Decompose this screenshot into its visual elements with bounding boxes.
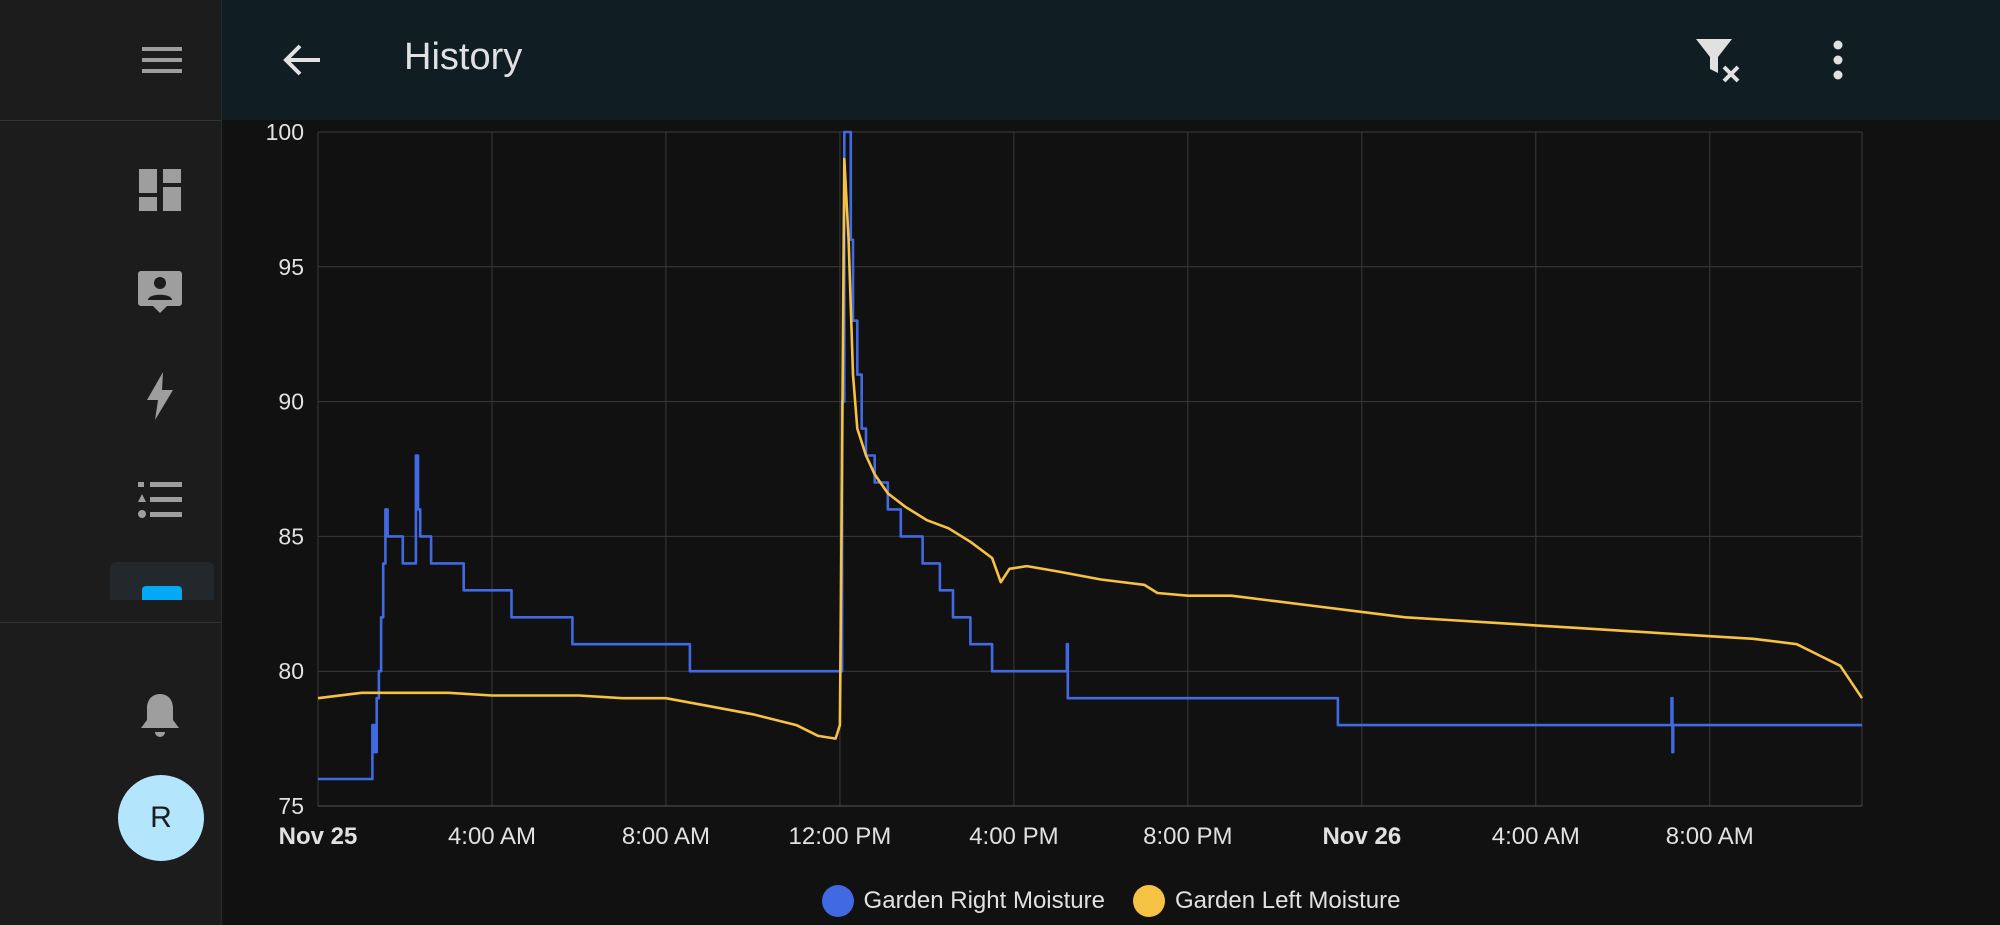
x-tick-label: 4:00 AM	[448, 823, 536, 850]
top-app-bar: History	[222, 0, 2000, 120]
x-tick-label: 8:00 AM	[622, 823, 710, 850]
sidebar-item-logbook[interactable]	[120, 470, 200, 530]
legend-swatch-left	[1133, 885, 1165, 917]
page-title: History	[404, 36, 523, 78]
x-tick-label: Nov 25	[279, 823, 358, 850]
legend-label-right: Garden Right Moisture	[863, 887, 1105, 914]
more-vertical-icon	[1833, 40, 1843, 80]
sidebar-item-energy[interactable]	[120, 366, 200, 426]
y-tick-label: 100	[266, 120, 304, 145]
dashboard-icon	[139, 169, 181, 211]
chart-legend: Garden Right Moisture Garden Left Moistu…	[222, 880, 2000, 922]
x-axis-labels: Nov 25 4:00 AM 8:00 AM 12:00 PM 4:00 PM 8:00 …	[279, 823, 1754, 850]
y-axis-labels: 75 80 85 90 95 100	[266, 119, 304, 819]
notifications-button[interactable]	[120, 686, 200, 746]
menu-icon[interactable]	[130, 36, 194, 84]
x-tick-label: 8:00 AM	[1666, 823, 1754, 850]
sidebar-item-history[interactable]	[110, 562, 214, 600]
history-chart: 75 80 85 90 95 100 Nov 25 4:00 AM 8:00 AM 12:00 …	[222, 119, 2000, 925]
sidebar-item-overview[interactable]	[120, 160, 200, 220]
x-tick-label: Nov 26	[1322, 823, 1401, 850]
x-tick-label: 12:00 PM	[789, 823, 892, 850]
history-icon	[142, 586, 182, 600]
y-tick-label: 95	[278, 254, 304, 280]
y-tick-label: 90	[278, 389, 304, 415]
series-line-garden-left-moisture	[317, 157, 1864, 740]
map-person-icon	[138, 271, 182, 313]
x-tick-label: 8:00 PM	[1143, 823, 1232, 850]
x-tick-label: 4:00 AM	[1492, 823, 1580, 850]
back-button[interactable]	[274, 34, 330, 86]
y-tick-label: 85	[278, 523, 304, 549]
arrow-left-icon	[283, 44, 320, 76]
sidebar-header	[0, 0, 221, 121]
chart-series	[317, 130, 1864, 781]
avatar[interactable]: R	[118, 775, 204, 861]
more-options-button[interactable]	[1816, 34, 1860, 86]
avatar-initial: R	[150, 801, 172, 834]
sidebar-divider	[0, 622, 221, 623]
x-tick-label: 4:00 PM	[969, 823, 1058, 850]
legend-item-left[interactable]: Garden Left Moisture	[1133, 885, 1400, 917]
y-tick-label: 80	[278, 658, 304, 684]
energy-icon	[147, 372, 173, 420]
chart-svg: 75 80 85 90 95 100 Nov 25 4:00 AM 8:00 AM 12:00 …	[266, 119, 1864, 850]
filter-remove-icon	[1696, 39, 1740, 83]
legend-label-left: Garden Left Moisture	[1175, 887, 1401, 914]
legend-swatch-right	[821, 885, 854, 917]
bell-icon	[141, 694, 179, 737]
sidebar-item-map[interactable]	[120, 262, 200, 322]
logbook-icon	[138, 482, 182, 518]
series-line-garden-right-moisture	[318, 130, 1862, 781]
clear-filter-button[interactable]	[1690, 34, 1746, 86]
y-tick-label: 75	[278, 793, 304, 819]
chart-grid	[317, 131, 1863, 807]
legend-item-right[interactable]: Garden Right Moisture	[821, 885, 1105, 917]
sidebar: R	[0, 0, 222, 925]
